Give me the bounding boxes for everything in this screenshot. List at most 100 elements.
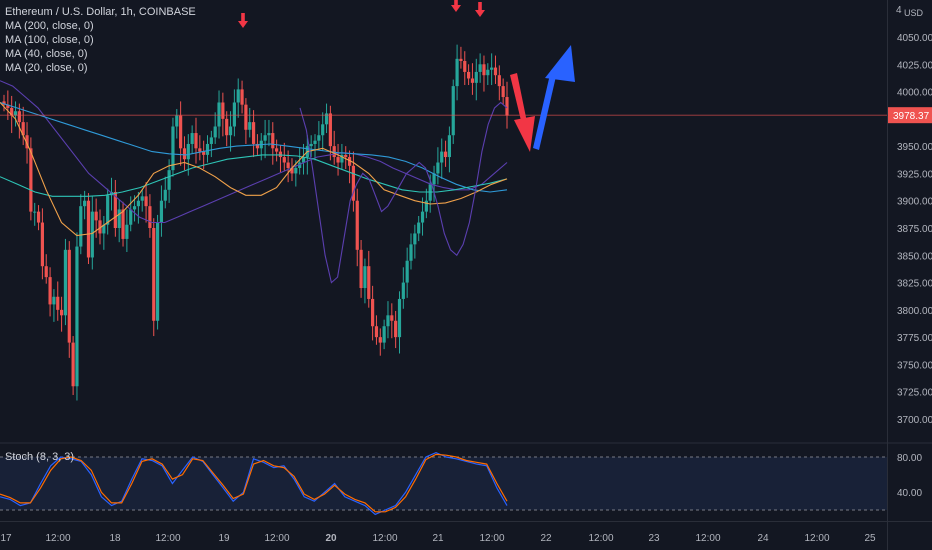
candle-body: [194, 133, 198, 149]
candle-body: [332, 146, 336, 158]
candle-body: [179, 115, 183, 149]
candle-body: [248, 122, 252, 130]
candle-body: [59, 309, 64, 316]
candle-body: [167, 170, 171, 190]
candle-body: [213, 126, 217, 138]
candle-body: [67, 249, 71, 343]
indicator-ma100[interactable]: MA (100, close, 0): [5, 34, 94, 46]
candle-body: [132, 206, 137, 210]
candle-body: [324, 113, 329, 125]
candle-body: [117, 209, 121, 228]
candle-body: [390, 315, 394, 321]
price-tick-label: 3725.00: [897, 388, 932, 399]
candle-body: [251, 122, 256, 144]
candle-body: [382, 326, 386, 343]
indicator-ma40[interactable]: MA (40, close, 0): [5, 48, 88, 60]
candle-body: [236, 89, 240, 103]
time-tick-label: 19: [218, 533, 230, 544]
symbol-title: Ethereum / U.S. Dollar, 1h, COINBASE: [5, 6, 196, 18]
candle-body: [221, 102, 225, 119]
candle-body: [202, 151, 206, 155]
price-tick-label: 3900.00: [897, 197, 932, 208]
projection-down-arrow: [510, 73, 535, 152]
peak-marker-arrow: [475, 2, 485, 17]
arrow-head: [238, 21, 248, 28]
candle-body: [2, 101, 6, 105]
candle-body: [294, 167, 298, 174]
candle-body: [344, 154, 348, 158]
indicator-ma200[interactable]: MA (200, close, 0): [5, 20, 94, 32]
current-price-tag: [888, 107, 932, 124]
time-tick-label: 12:00: [804, 533, 829, 544]
arrow-head: [451, 5, 461, 12]
candle-body: [148, 206, 152, 228]
candle-body: [451, 86, 455, 136]
price-tick-label: 3875.00: [897, 224, 932, 235]
candle-body: [409, 244, 413, 261]
candle-body: [401, 282, 405, 299]
candle-body: [282, 157, 286, 163]
candle-body: [175, 115, 179, 127]
candle-body: [182, 148, 187, 160]
arrow-head: [475, 10, 485, 17]
candle-body: [378, 337, 382, 343]
peak-marker-arrow: [451, 0, 461, 12]
candle-body: [98, 220, 102, 234]
candle-body: [106, 195, 110, 225]
projection-up-arrow: [533, 45, 575, 150]
candle-body: [159, 200, 164, 223]
candle-body: [417, 222, 421, 234]
candle-body: [10, 107, 14, 116]
candle-body: [63, 249, 68, 316]
candle-body: [367, 266, 371, 299]
time-tick-label: 17: [0, 533, 12, 544]
candle-body: [432, 173, 436, 185]
candle-body: [263, 135, 267, 141]
candle-body: [129, 209, 133, 225]
peak-marker-arrow: [238, 13, 248, 28]
candle-body: [490, 67, 494, 70]
candle-body: [225, 118, 229, 136]
candle-body: [355, 200, 359, 250]
price-axis-top-glyph: 4: [896, 5, 902, 16]
candle-body: [79, 206, 83, 247]
candle-body: [240, 89, 244, 105]
candle-body: [275, 148, 279, 152]
time-tick-label: 22: [540, 533, 552, 544]
ma-line: [0, 102, 508, 237]
price-tick-label: 3700.00: [897, 415, 932, 426]
candle-body: [301, 157, 306, 163]
candle-body: [359, 249, 363, 289]
candle-body: [328, 113, 332, 147]
ma-line: [0, 101, 508, 193]
candle-body: [232, 102, 236, 127]
candle-body: [351, 165, 356, 201]
candle-body: [313, 140, 317, 144]
candle-body: [363, 266, 367, 289]
candle-body: [198, 148, 202, 152]
price-tick-label: 3850.00: [897, 251, 932, 262]
candle-body: [186, 143, 190, 160]
currency-label: USD: [904, 8, 924, 18]
time-tick-label: 12:00: [588, 533, 613, 544]
candle-body: [374, 326, 379, 338]
candle-body: [463, 61, 467, 72]
indicator-ma20[interactable]: MA (20, close, 0): [5, 62, 88, 74]
candle-body: [52, 296, 56, 305]
candle-body: [21, 122, 25, 136]
candle-body: [470, 78, 475, 83]
candle-body: [171, 126, 175, 171]
price-tick-label: 4025.00: [897, 60, 932, 71]
candle-body: [347, 157, 352, 166]
time-tick-label: 12:00: [45, 533, 70, 544]
candle-body: [25, 135, 29, 149]
candle-body: [125, 224, 129, 239]
candle-body: [455, 58, 459, 87]
candle-body: [136, 200, 140, 207]
candle-body: [447, 135, 452, 158]
stoch-label[interactable]: Stoch (8, 3, 3): [5, 451, 75, 463]
candle-body: [278, 151, 283, 158]
arrow-shaft: [533, 70, 557, 150]
